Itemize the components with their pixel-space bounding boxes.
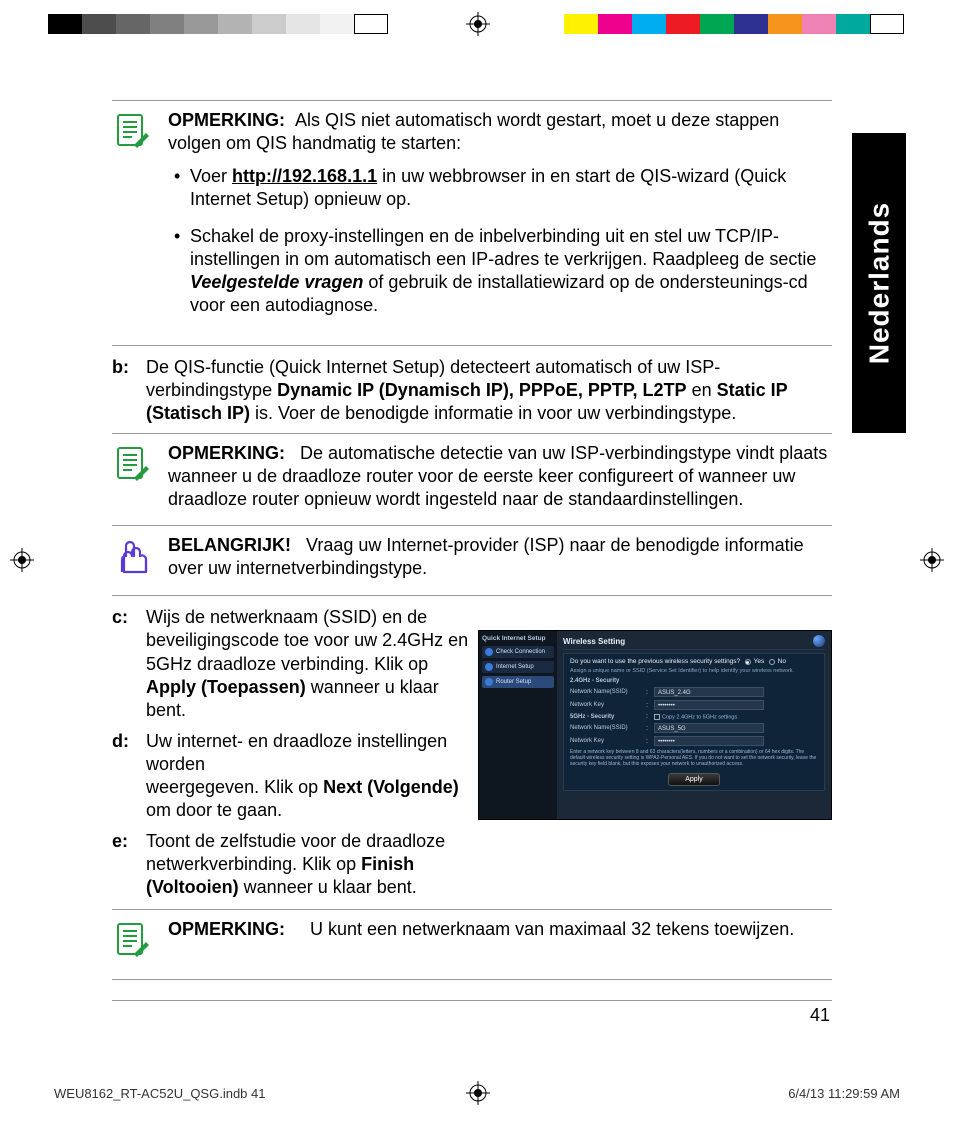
step-letter: b: [112,356,136,425]
ssid-24-row: Network Name(SSID): ASUS_2.4G [570,687,818,697]
registration-mark-icon [920,548,944,572]
swatch [734,14,768,34]
ssid-5-row: Network Name(SSID): ASUS_5G [570,723,818,733]
ssid-5-input[interactable]: ASUS_5G [654,723,764,733]
divider [112,979,832,980]
note-block: OPMERKING: Als QIS niet automatisch word… [112,100,832,331]
section-24ghz: 2.4GHz - Security [570,678,818,684]
important-icon [112,534,156,581]
note-label: OPMERKING: [168,443,285,463]
note-icon [112,442,156,511]
step-letter: e: [112,830,136,899]
panel-body: Do you want to use the previous wireless… [563,653,825,791]
swatch [82,14,116,34]
footer-timestamp: 6/4/13 11:29:59 AM [788,1086,900,1101]
swatch [802,14,836,34]
page-number: 41 [112,1005,832,1026]
language-tab: Nederlands [852,133,906,433]
apply-row: Apply [570,773,818,786]
note-body: OPMERKING: De automatische detectie van … [168,442,832,511]
swatch [836,14,870,34]
qis-nav-internet[interactable]: Internet Setup [482,661,554,673]
swatch [286,14,320,34]
important-label: BELANGRIJK! [168,535,291,555]
swatch [598,14,632,34]
key-24-row: Network Key: •••••••• [570,700,818,710]
step-body: Wijs de netwerknaam (SSID) en de beveili… [146,606,472,721]
swatch [150,14,184,34]
previous-settings-question: Do you want to use the previous wireless… [570,658,818,665]
step-e: e: Toont de zelfstudie voor de draad­loz… [112,830,466,899]
swatch [354,14,388,34]
step-b: b: De QIS-functie (Quick Internet Setup)… [112,356,832,425]
wireless-setting-screenshot: Quick Internet Setup Check Connection In… [478,630,832,820]
note-icon [112,918,156,965]
key-5-input[interactable]: •••••••• [654,736,764,746]
swatch [768,14,802,34]
qis-nav-router[interactable]: Router Setup [482,676,554,688]
language-label: Nederlands [863,202,895,365]
step-body: De QIS-functie (Quick Internet Setup) de… [146,356,832,425]
step-dot-icon [485,648,493,656]
note-icon [112,109,156,331]
qis-sidebar: Quick Internet Setup Check Connection In… [479,631,557,819]
note-bullet: Voer http://192.168.1.1 in uw webbrowser… [168,165,832,211]
step-body: Toont de zelfstudie voor de draad­loze n… [146,830,466,899]
section-5ghz: 5GHz - Security: Copy 2.4GHz to 5GHz set… [570,713,818,720]
note-body: OPMERKING: U kunt een netwerknaam van ma… [168,918,832,965]
swatch [116,14,150,34]
note-label: OPMERKING: [168,919,285,939]
qis-nav-check[interactable]: Check Connection [482,646,554,658]
step-c: c: Wijs de netwerknaam (SSID) en de beve… [112,606,466,721]
important-body: BELANGRIJK! Vraag uw Internet-provider (… [168,534,832,581]
wireless-panel: Wireless Setting Do you want to use the … [557,631,831,819]
qis-title: Quick Internet Setup [482,635,554,642]
swatch [564,14,598,34]
note-label: OPMERKING: [168,110,285,130]
swatch [252,14,286,34]
step-d: d: Uw internet- en draadloze instellin­g… [112,730,466,822]
page-content: OPMERKING: Als QIS niet automatisch word… [112,100,832,1026]
copy-checkbox[interactable]: Copy 2.4GHz to 5GHz settings [654,714,818,720]
note-block: OPMERKING: De automatische detectie van … [112,433,832,511]
step-body: Uw internet- en draadloze instellin­gen … [146,730,466,822]
swatch [320,14,354,34]
key-5-row: Network Key: •••••••• [570,736,818,746]
swatch [666,14,700,34]
step-letter: c: [112,606,136,721]
step-dot-icon [485,663,493,671]
emphasis-text: Veelgestelde vragen [190,272,363,292]
divider [112,595,832,596]
panel-description: Assign a unique name or SSID (Service Se… [570,668,818,674]
swatch [870,14,904,34]
note-block: OPMERKING: U kunt een netwerknaam van ma… [112,909,832,965]
swatch [184,14,218,34]
security-note: Enter a network key between 8 and 63 cha… [570,749,818,767]
registration-mark-icon [10,548,34,572]
radio-yes[interactable] [745,659,751,665]
page-footer-rule [112,1000,832,1001]
footer-filename: WEU8162_RT-AC52U_QSG.indb 41 [54,1086,265,1101]
note-bullet: Schakel de proxy-instellingen en de inbe… [168,225,832,317]
radio-no[interactable] [769,659,775,665]
important-block: BELANGRIJK! Vraag uw Internet-provider (… [112,525,832,581]
swatch [632,14,666,34]
swatch [48,14,82,34]
panel-title: Wireless Setting [563,637,625,646]
key-24-input[interactable]: •••••••• [654,700,764,710]
globe-icon [813,635,825,647]
note-body: OPMERKING: Als QIS niet automatisch word… [168,109,832,331]
swatch [218,14,252,34]
panel-title-row: Wireless Setting [563,635,825,650]
ssid-24-input[interactable]: ASUS_2.4G [654,687,764,697]
step-letter: d: [112,730,136,822]
apply-button[interactable]: Apply [668,773,720,786]
divider [112,345,832,346]
registration-mark-icon [466,12,490,36]
router-url-link: http://192.168.1.1 [232,166,377,186]
swatch [700,14,734,34]
step-dot-icon [485,678,493,686]
print-footer: WEU8162_RT-AC52U_QSG.indb 41 6/4/13 11:2… [54,1086,900,1101]
steps-with-screenshot: c: Wijs de netwerknaam (SSID) en de beve… [112,606,832,898]
